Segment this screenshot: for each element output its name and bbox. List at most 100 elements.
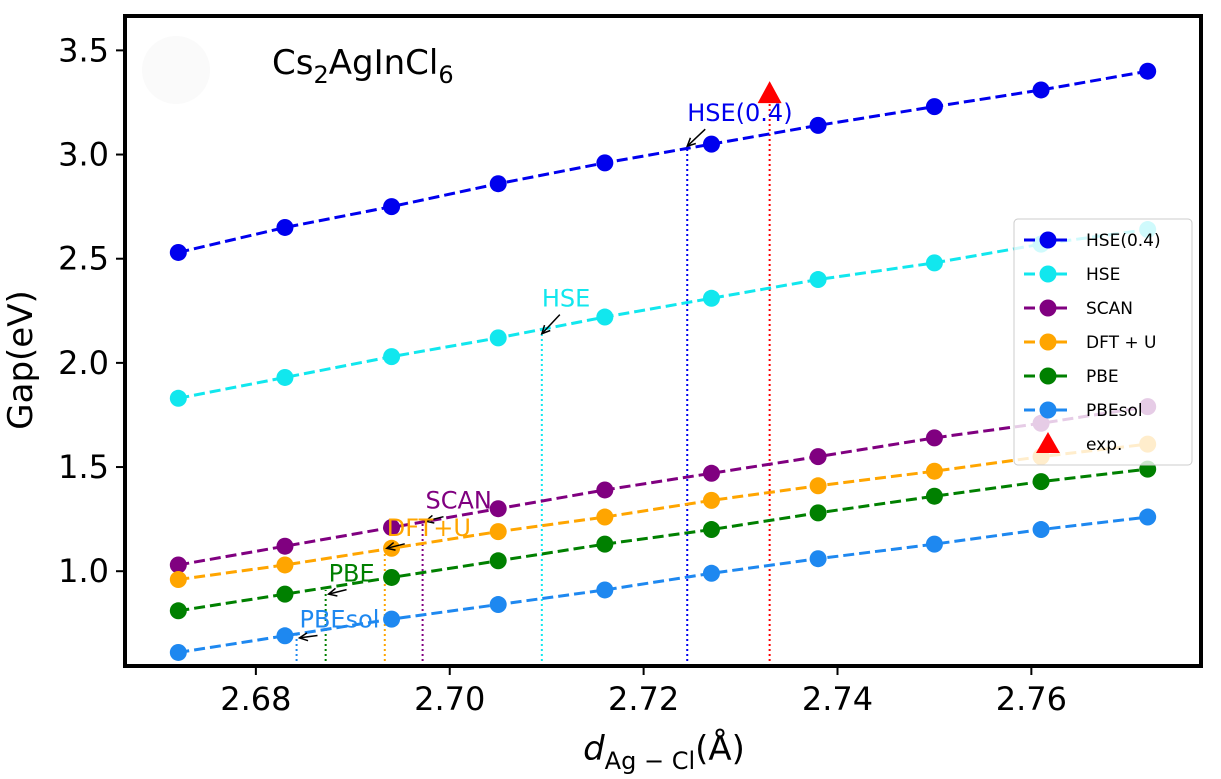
data-point xyxy=(169,602,187,620)
legend-item-hse: HSE xyxy=(1024,265,1120,285)
data-point xyxy=(809,504,827,522)
series-line xyxy=(178,405,1148,567)
y-tick-label: 3.0 xyxy=(58,136,109,174)
data-point xyxy=(276,218,294,236)
plot-frame xyxy=(123,14,1203,668)
legend-item-pbe: PBE xyxy=(1024,367,1119,387)
data-point xyxy=(383,198,401,216)
data-point xyxy=(169,389,187,407)
data-point xyxy=(702,135,720,153)
data-point xyxy=(925,254,943,272)
series-layer xyxy=(169,62,1157,661)
data-point xyxy=(276,537,294,555)
x-tick-label: 2.68 xyxy=(220,680,291,718)
data-point xyxy=(596,508,614,526)
legend-marker xyxy=(1036,432,1060,453)
data-point xyxy=(809,477,827,495)
legend-label: SCAN xyxy=(1086,299,1133,319)
data-point xyxy=(383,348,401,366)
legend-item-scan: SCAN xyxy=(1024,299,1133,319)
legend-label: HSE(0.4) xyxy=(1086,231,1161,251)
annotation-arrow xyxy=(425,515,444,522)
y-axis-label: Gap(eV) xyxy=(1,290,41,429)
annotation-pbesol: PBEsol xyxy=(297,605,379,642)
legend-marker xyxy=(1039,265,1057,283)
background-disc xyxy=(142,36,210,104)
legend-marker xyxy=(1039,231,1057,249)
series-line xyxy=(177,69,1148,254)
annotation-label: PBEsol xyxy=(299,605,379,633)
series-pbe xyxy=(169,460,1157,620)
data-point xyxy=(169,643,187,661)
annotation-arrowhead xyxy=(297,632,309,642)
data-point xyxy=(489,500,507,518)
annotation-arrowhead xyxy=(385,541,396,551)
legend-item-exp: exp. xyxy=(1036,432,1122,455)
annotation-hse-0-4: HSE(0.4) xyxy=(685,99,793,148)
legend-box xyxy=(1013,218,1193,466)
series-hse xyxy=(169,221,1157,407)
data-point xyxy=(1032,81,1050,99)
y-tick-label: 1.0 xyxy=(58,552,109,590)
data-point xyxy=(702,464,720,482)
annotation-label: SCAN xyxy=(426,487,492,515)
x-axis-label: dAg − Cl(Å) xyxy=(583,728,745,775)
chart-title: Cs2AgInCl6 xyxy=(272,43,454,89)
data-point xyxy=(383,518,401,536)
annotation-arrow xyxy=(299,634,318,639)
legend-label: PBEsol xyxy=(1086,401,1143,421)
x-tick-label: 2.76 xyxy=(996,680,1067,718)
data-point xyxy=(702,491,720,509)
annotation-label: PBE xyxy=(329,560,375,588)
data-point xyxy=(383,610,401,628)
legend-label: PBE xyxy=(1086,367,1119,387)
data-point xyxy=(809,550,827,568)
data-point xyxy=(702,564,720,582)
data-point xyxy=(925,429,943,447)
data-point xyxy=(489,175,507,193)
data-point xyxy=(276,585,294,603)
data-point xyxy=(702,289,720,307)
legend-label: DFT + U xyxy=(1086,333,1156,353)
annotation-arrowhead xyxy=(326,587,338,597)
data-point xyxy=(489,596,507,614)
series-dft-u xyxy=(169,435,1157,589)
legend-label: HSE xyxy=(1086,265,1120,285)
legend-marker xyxy=(1039,299,1057,317)
y-tick-label: 3.5 xyxy=(58,31,109,69)
data-point xyxy=(489,329,507,347)
data-point xyxy=(809,448,827,466)
series-pbesol xyxy=(169,508,1157,661)
data-point xyxy=(1139,62,1157,80)
legend-marker xyxy=(1039,333,1057,351)
annotation-arrow xyxy=(686,128,706,147)
annotation-arrow xyxy=(541,314,561,335)
y-tick-label: 2.0 xyxy=(58,344,109,382)
data-point xyxy=(809,271,827,289)
data-point xyxy=(809,116,827,134)
legend-item-pbesol: PBEsol xyxy=(1024,401,1143,421)
series-line xyxy=(178,228,1148,400)
annotation-hse: HSE xyxy=(540,285,590,335)
data-point xyxy=(925,487,943,505)
y-tick-label: 1.5 xyxy=(58,448,109,486)
guide-lines xyxy=(295,94,771,666)
series-hse-0-4 xyxy=(169,62,1157,261)
annotation-dft-u: DFT+U xyxy=(385,514,471,551)
data-point xyxy=(276,627,294,645)
data-point xyxy=(596,308,614,326)
data-point xyxy=(596,154,614,172)
legend-marker xyxy=(1039,367,1057,385)
annotation-arrowhead xyxy=(685,137,697,148)
data-point xyxy=(383,539,401,557)
data-point xyxy=(276,556,294,574)
data-point xyxy=(383,568,401,586)
legend-item-hse-0-4: HSE(0.4) xyxy=(1024,231,1161,251)
data-point xyxy=(489,523,507,541)
legend: HSE(0.4) HSE SCAN DFT + U PBE PBEsol exp. xyxy=(1013,218,1193,466)
legend-marker xyxy=(1039,401,1057,419)
annotation-arrow xyxy=(328,588,347,595)
x-tick-label: 2.70 xyxy=(414,680,485,718)
annotation-arrowhead xyxy=(423,514,435,524)
